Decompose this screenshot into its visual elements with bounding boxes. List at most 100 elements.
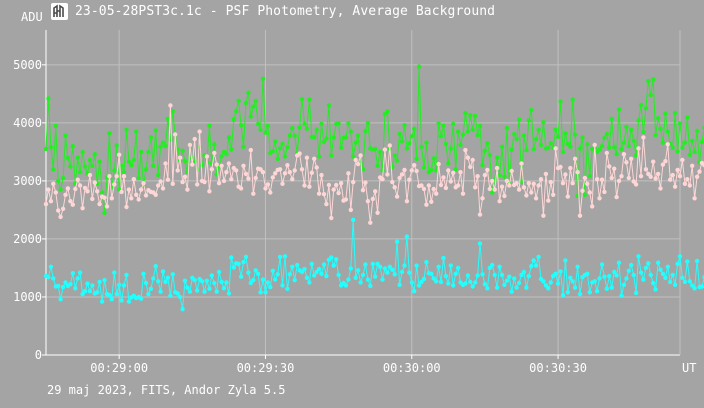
data-point <box>56 178 61 184</box>
data-point <box>392 185 397 190</box>
data-point <box>375 163 380 168</box>
data-point <box>619 293 624 298</box>
data-point <box>451 170 456 175</box>
data-point <box>138 187 144 192</box>
data-point <box>692 149 697 155</box>
data-point <box>224 152 229 157</box>
data-point <box>463 110 468 116</box>
data-point <box>114 291 119 297</box>
data-point <box>409 280 414 285</box>
data-point <box>626 268 631 273</box>
data-point <box>477 212 483 217</box>
data-point <box>629 127 634 132</box>
data-point <box>48 264 54 269</box>
data-point <box>560 149 566 155</box>
data-point <box>599 143 605 149</box>
data-point <box>602 135 607 141</box>
data-point <box>438 279 444 285</box>
data-point <box>594 177 600 182</box>
data-point <box>82 289 88 294</box>
data-point <box>382 112 388 117</box>
data-point <box>494 285 500 290</box>
data-point <box>338 181 344 186</box>
data-point <box>670 145 675 150</box>
data-point <box>519 161 524 166</box>
data-point <box>265 123 271 128</box>
data-point <box>385 270 390 275</box>
data-point <box>455 265 461 271</box>
data-point <box>624 160 629 165</box>
data-point <box>202 179 207 185</box>
data-point <box>156 279 161 284</box>
data-point <box>375 210 380 215</box>
data-point <box>90 163 95 168</box>
data-point <box>521 133 527 138</box>
data-point <box>168 293 173 298</box>
y-tick-label: 1000 <box>13 290 42 304</box>
data-point <box>453 167 458 172</box>
data-point <box>243 254 249 260</box>
data-point <box>214 162 219 167</box>
data-point <box>314 269 319 275</box>
data-point <box>694 174 700 179</box>
data-point <box>48 145 54 150</box>
data-point <box>541 213 546 218</box>
data-point <box>204 278 210 283</box>
data-point <box>655 260 661 265</box>
data-point <box>226 135 232 140</box>
data-point <box>299 269 305 275</box>
data-point <box>353 140 358 145</box>
data-point <box>653 176 658 181</box>
data-point <box>63 192 68 197</box>
data-point <box>690 283 695 288</box>
data-point <box>660 140 666 145</box>
data-point <box>555 281 561 286</box>
data-point <box>494 165 500 171</box>
data-point <box>609 116 614 122</box>
data-point <box>492 187 497 192</box>
data-point <box>46 275 51 280</box>
data-point <box>685 115 690 120</box>
data-point <box>75 177 80 182</box>
data-point <box>302 121 307 127</box>
data-point <box>694 258 700 264</box>
data-point <box>675 167 680 173</box>
data-point <box>119 163 124 168</box>
data-point <box>316 154 322 159</box>
data-point <box>565 290 570 295</box>
data-point <box>292 133 297 138</box>
data-point <box>346 277 351 282</box>
data-point <box>580 135 585 140</box>
data-point <box>409 168 414 173</box>
x-tick-label: 00:30:30 <box>529 361 587 375</box>
data-point <box>538 142 544 148</box>
data-point <box>692 196 697 201</box>
data-point <box>531 181 536 186</box>
data-point <box>636 146 641 151</box>
data-point <box>572 156 578 161</box>
data-point <box>190 162 195 167</box>
data-point <box>119 189 124 195</box>
data-point <box>558 269 563 274</box>
data-point <box>112 182 117 187</box>
data-point <box>129 196 134 201</box>
data-point <box>246 90 251 95</box>
data-point <box>529 190 534 195</box>
data-point <box>365 199 371 204</box>
data-point <box>238 123 244 128</box>
data-point <box>492 272 497 278</box>
data-point <box>633 153 639 158</box>
series-line <box>45 66 704 213</box>
data-point <box>665 142 670 147</box>
app-logo-icon[interactable] <box>51 3 68 20</box>
data-point <box>290 177 295 182</box>
data-point <box>63 133 68 138</box>
data-point <box>687 279 692 284</box>
data-point <box>253 98 258 104</box>
data-point <box>465 155 471 160</box>
data-point <box>638 102 644 108</box>
data-point <box>446 281 451 286</box>
data-point <box>431 186 436 192</box>
data-point <box>70 202 76 207</box>
data-point <box>592 142 597 148</box>
